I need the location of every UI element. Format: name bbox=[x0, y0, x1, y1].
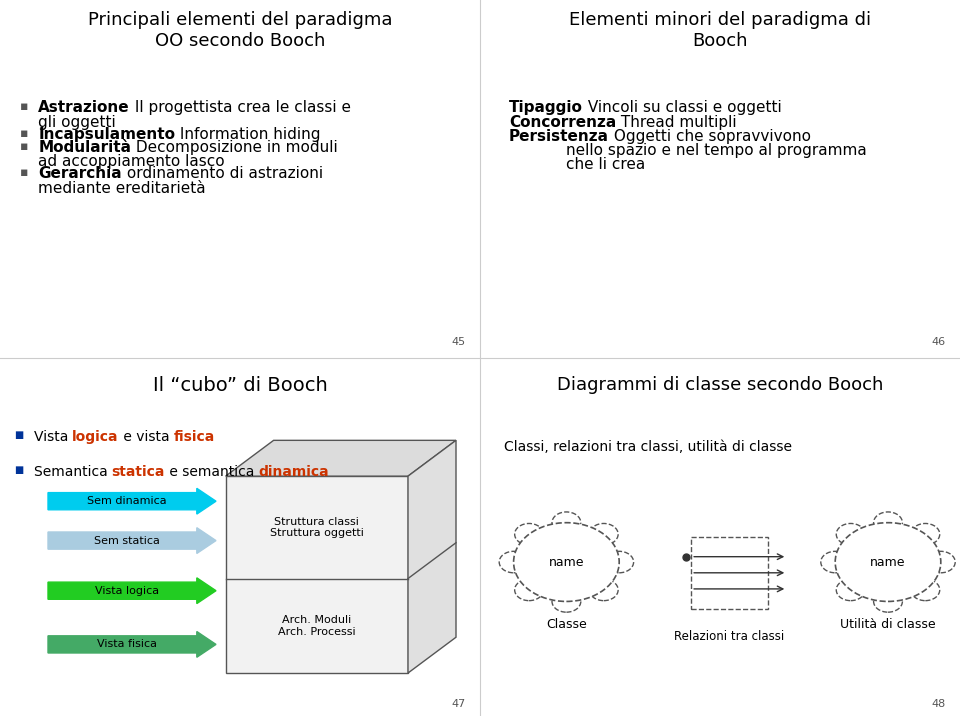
Text: Semantica: Semantica bbox=[34, 465, 111, 480]
Text: Sem statica: Sem statica bbox=[94, 536, 160, 546]
Ellipse shape bbox=[911, 579, 940, 601]
Text: ■: ■ bbox=[14, 465, 24, 475]
Ellipse shape bbox=[874, 512, 902, 533]
Text: statica: statica bbox=[111, 465, 165, 480]
Text: Vincoli su classi e oggetti: Vincoli su classi e oggetti bbox=[583, 100, 781, 115]
Text: dinamica: dinamica bbox=[259, 465, 329, 480]
Ellipse shape bbox=[514, 523, 619, 601]
Text: ▪: ▪ bbox=[20, 127, 28, 140]
Text: Principali elementi del paradigma
OO secondo Booch: Principali elementi del paradigma OO sec… bbox=[87, 11, 393, 49]
Text: ordinamento di astrazioni: ordinamento di astrazioni bbox=[122, 166, 324, 181]
Text: Classi, relazioni tra classi, utilità di classe: Classi, relazioni tra classi, utilità di… bbox=[504, 440, 792, 455]
Text: nello spazio e nel tempo al programma: nello spazio e nel tempo al programma bbox=[566, 143, 867, 158]
Text: e vista: e vista bbox=[119, 430, 174, 444]
Text: name: name bbox=[871, 556, 905, 569]
FancyArrow shape bbox=[48, 578, 216, 604]
FancyArrow shape bbox=[48, 488, 216, 514]
Text: Information hiding: Information hiding bbox=[176, 127, 321, 142]
Polygon shape bbox=[226, 440, 456, 476]
Text: Gerarchia: Gerarchia bbox=[38, 166, 122, 181]
Ellipse shape bbox=[499, 551, 528, 573]
Text: Diagrammi di classe secondo Booch: Diagrammi di classe secondo Booch bbox=[557, 376, 883, 394]
Text: ▪: ▪ bbox=[20, 140, 28, 153]
Polygon shape bbox=[226, 476, 408, 673]
Ellipse shape bbox=[552, 512, 581, 533]
Text: che li crea: che li crea bbox=[566, 158, 646, 173]
Text: Vista fisica: Vista fisica bbox=[97, 639, 157, 649]
Ellipse shape bbox=[874, 591, 902, 612]
Text: 48: 48 bbox=[931, 699, 946, 709]
Text: Modularità: Modularità bbox=[38, 140, 132, 155]
Text: Astrazione: Astrazione bbox=[38, 100, 130, 115]
Text: gli oggetti: gli oggetti bbox=[38, 115, 116, 130]
Ellipse shape bbox=[836, 579, 865, 601]
Ellipse shape bbox=[821, 551, 850, 573]
FancyArrow shape bbox=[48, 528, 216, 553]
Ellipse shape bbox=[589, 579, 618, 601]
FancyArrow shape bbox=[48, 632, 216, 657]
Ellipse shape bbox=[515, 579, 543, 601]
Text: Tipaggio: Tipaggio bbox=[509, 100, 583, 115]
FancyBboxPatch shape bbox=[691, 537, 768, 609]
Text: Struttura classi
Struttura oggetti: Struttura classi Struttura oggetti bbox=[270, 516, 364, 538]
Text: Concorrenza: Concorrenza bbox=[509, 115, 616, 130]
Ellipse shape bbox=[835, 523, 941, 601]
Text: Arch. Moduli
Arch. Processi: Arch. Moduli Arch. Processi bbox=[278, 615, 355, 637]
Text: logica: logica bbox=[72, 430, 119, 444]
Ellipse shape bbox=[589, 523, 618, 545]
Text: 47: 47 bbox=[451, 699, 466, 709]
Text: ad accoppiamento lasco: ad accoppiamento lasco bbox=[38, 154, 225, 169]
Text: Vista logica: Vista logica bbox=[95, 586, 159, 596]
Text: e semantica: e semantica bbox=[165, 465, 259, 480]
Text: ▪: ▪ bbox=[20, 100, 28, 113]
Text: Incapsulamento: Incapsulamento bbox=[38, 127, 176, 142]
Text: Elementi minori del paradigma di
Booch: Elementi minori del paradigma di Booch bbox=[569, 11, 871, 49]
Ellipse shape bbox=[911, 523, 940, 545]
Text: Relazioni tra classi: Relazioni tra classi bbox=[675, 630, 784, 643]
Text: Oggetti che sopravvivono: Oggetti che sopravvivono bbox=[609, 129, 811, 144]
Ellipse shape bbox=[515, 523, 543, 545]
Ellipse shape bbox=[926, 551, 955, 573]
Text: Il progettista crea le classi e: Il progettista crea le classi e bbox=[130, 100, 351, 115]
Text: mediante ereditarietà: mediante ereditarietà bbox=[38, 180, 206, 195]
Ellipse shape bbox=[605, 551, 634, 573]
Text: Classe: Classe bbox=[546, 617, 587, 631]
Text: Vista: Vista bbox=[34, 430, 72, 444]
Text: Thread multipli: Thread multipli bbox=[616, 115, 736, 130]
Ellipse shape bbox=[836, 523, 865, 545]
Text: name: name bbox=[549, 556, 584, 569]
Text: Il “cubo” di Booch: Il “cubo” di Booch bbox=[153, 376, 327, 395]
Text: Sem dinamica: Sem dinamica bbox=[87, 496, 167, 506]
Text: fisica: fisica bbox=[174, 430, 215, 444]
Ellipse shape bbox=[552, 591, 581, 612]
Text: ■: ■ bbox=[14, 430, 24, 440]
Polygon shape bbox=[408, 440, 456, 673]
Text: Decomposizione in moduli: Decomposizione in moduli bbox=[132, 140, 338, 155]
Text: 45: 45 bbox=[451, 337, 466, 347]
Text: ▪: ▪ bbox=[20, 166, 28, 180]
Text: 46: 46 bbox=[931, 337, 946, 347]
Text: Persistenza: Persistenza bbox=[509, 129, 609, 144]
Text: Utilità di classe: Utilità di classe bbox=[840, 617, 936, 631]
